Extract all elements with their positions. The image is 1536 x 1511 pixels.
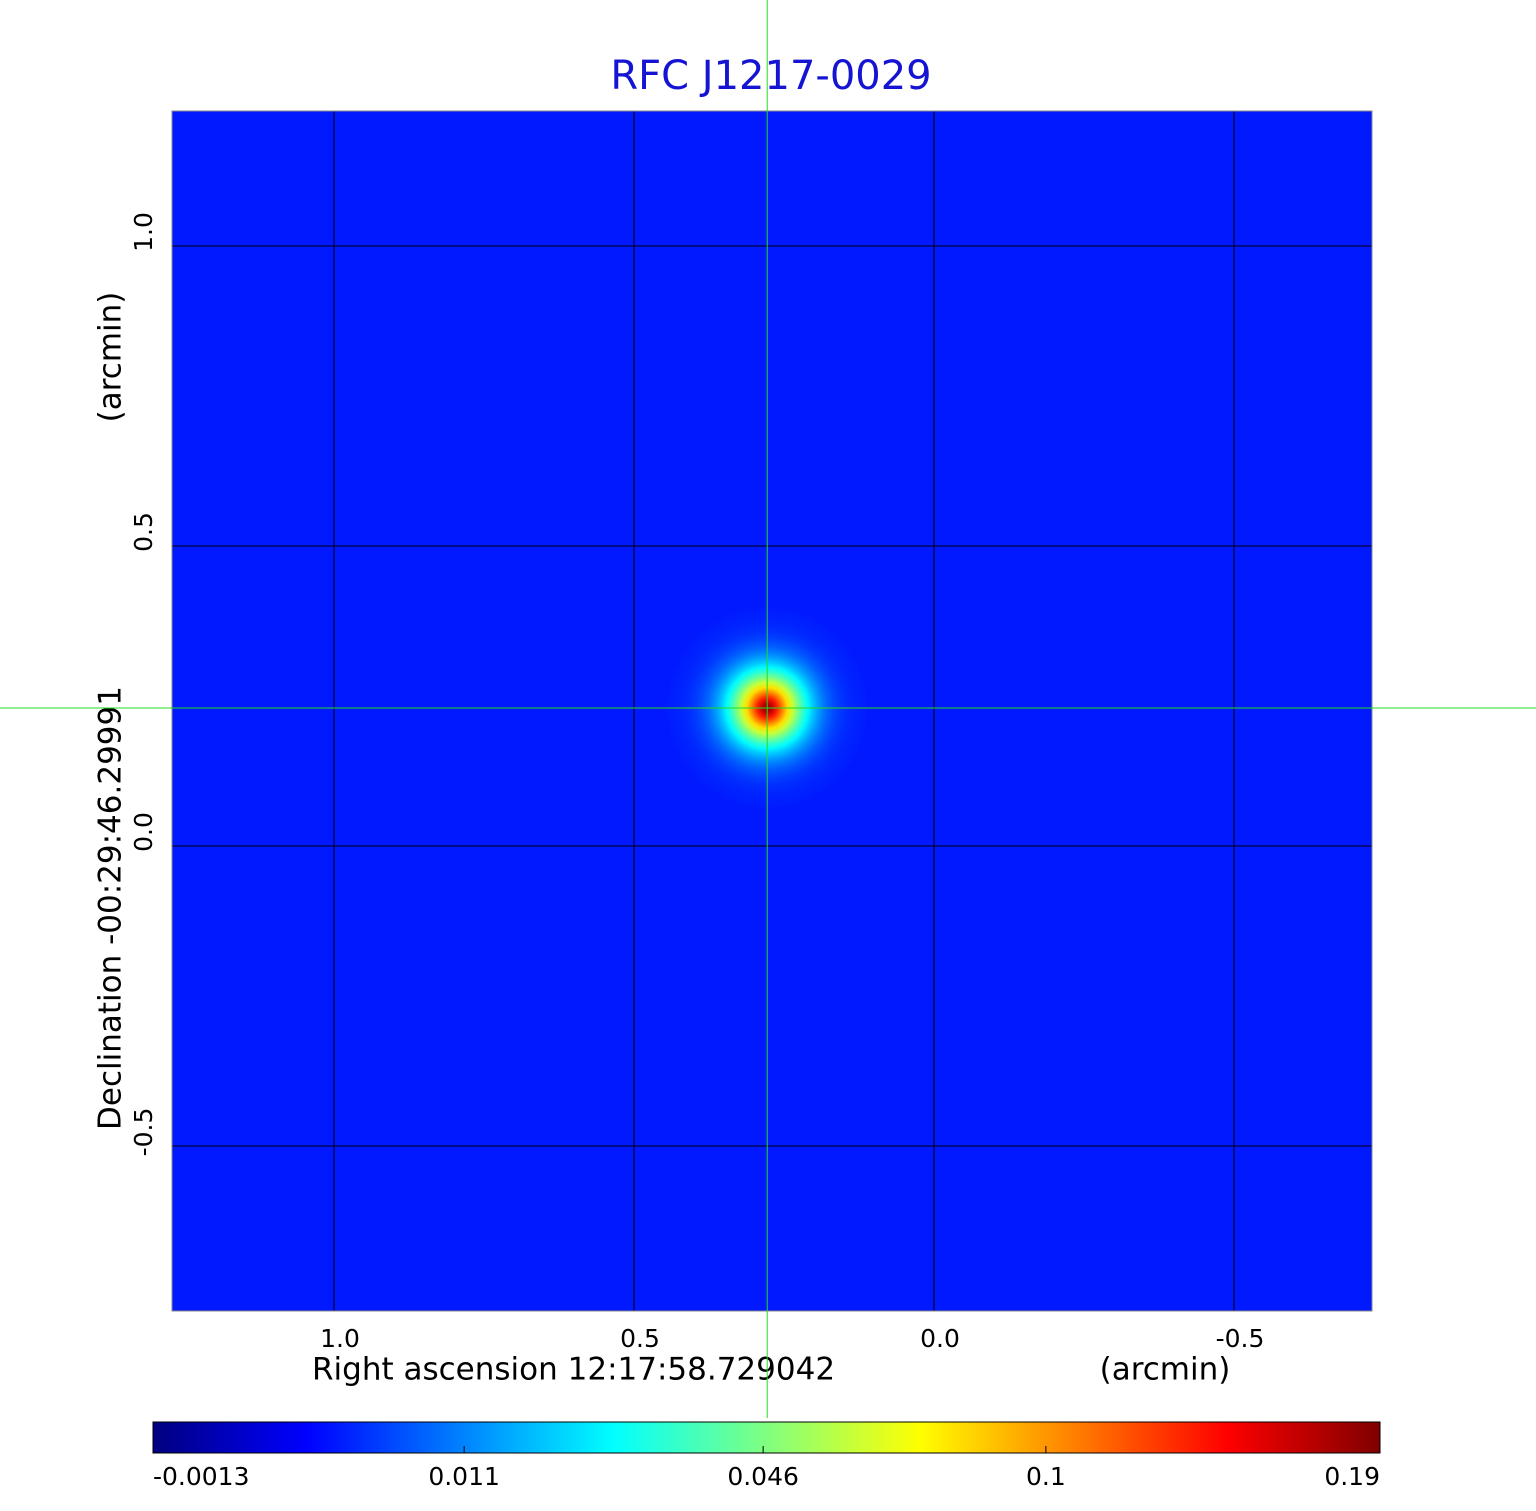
colorbar-tick-label: 0.046 bbox=[727, 1462, 799, 1491]
x-tick-label: 1.0 bbox=[320, 1324, 360, 1353]
chart-title: RFC J1217-0029 bbox=[610, 53, 931, 99]
x-axis-label: Right ascension 12:17:58.729042 bbox=[312, 1352, 835, 1388]
colorbar-tick-label: 0.011 bbox=[428, 1462, 500, 1491]
y-axis-label: Declination -00:29:46.29991 bbox=[93, 686, 129, 1130]
y-tick-label: 0.0 bbox=[129, 812, 158, 852]
colorbar-tick-label: -0.0013 bbox=[153, 1462, 250, 1491]
y-tick-label: 1.0 bbox=[129, 212, 158, 252]
colorbar-tick-label: 0.1 bbox=[1026, 1462, 1066, 1491]
colorbar-tick-label: 0.19 bbox=[1324, 1462, 1380, 1491]
plot-frame bbox=[171, 110, 1373, 1312]
x-axis-unit: (arcmin) bbox=[1100, 1352, 1231, 1388]
x-tick-label: 0.0 bbox=[920, 1324, 960, 1353]
x-tick-label: -0.5 bbox=[1216, 1324, 1265, 1353]
colorbar bbox=[152, 1421, 1381, 1454]
y-tick-label: -0.5 bbox=[129, 1108, 158, 1157]
y-tick-label: 0.5 bbox=[129, 512, 158, 552]
x-tick-label: 0.5 bbox=[620, 1324, 660, 1353]
y-axis-unit: (arcmin) bbox=[93, 292, 129, 423]
